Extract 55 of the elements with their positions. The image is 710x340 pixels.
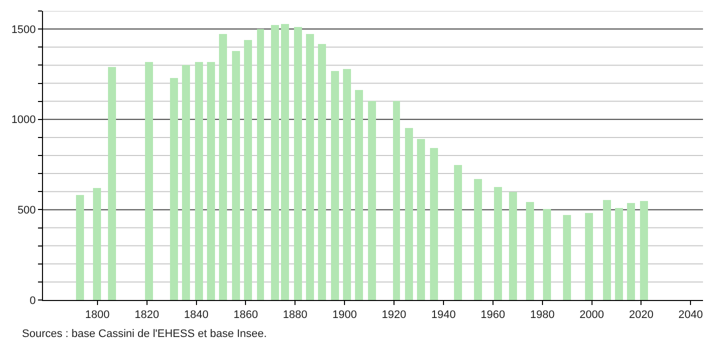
x-tick-label: 1840 [184, 309, 208, 322]
bar [207, 62, 215, 300]
x-tick-label: 1900 [332, 309, 357, 322]
x-tick-label: 1940 [431, 309, 456, 322]
bar [306, 34, 314, 300]
bar [474, 179, 482, 300]
bar [195, 62, 203, 300]
bar [417, 139, 425, 300]
x-tick-label: 1980 [530, 309, 555, 322]
bar [603, 200, 611, 300]
bar [543, 209, 551, 300]
bar [343, 69, 351, 300]
x-tick-label: 1820 [134, 309, 160, 322]
bar [563, 215, 571, 300]
bar [108, 67, 116, 300]
x-tick-label: 2040 [678, 309, 703, 322]
bar [627, 203, 635, 300]
bar [271, 25, 279, 300]
bar [281, 24, 289, 300]
y-tick-label: 1000 [11, 114, 36, 126]
x-tick-label: 1880 [282, 309, 308, 322]
x-tick-label: 1860 [233, 309, 258, 322]
bar [318, 44, 326, 300]
bar [257, 29, 264, 300]
x-tick-label: 1960 [480, 309, 506, 322]
bar [509, 192, 517, 300]
bar [355, 90, 363, 300]
y-tick-label: 1500 [11, 24, 36, 36]
bar [640, 201, 648, 300]
bar [430, 148, 438, 300]
bar [615, 208, 623, 300]
bar [219, 34, 227, 300]
x-tick-label: 2000 [580, 309, 604, 322]
bar [232, 51, 240, 300]
bar [331, 71, 339, 300]
bar [526, 202, 534, 300]
bar [93, 188, 101, 300]
x-tick-label: 1800 [85, 309, 110, 322]
bar [244, 40, 252, 300]
bar [294, 27, 302, 300]
bar [182, 65, 190, 300]
x-tick-label: 2020 [628, 309, 654, 322]
bar [393, 101, 400, 300]
bar [368, 101, 376, 300]
y-tick-label: 500 [17, 204, 36, 217]
bar [76, 195, 84, 300]
x-tick-label: 1920 [382, 309, 406, 322]
bar [145, 62, 153, 300]
y-tick-label: 0 [30, 294, 36, 307]
bar [170, 78, 178, 300]
source-note: Sources : base Cassini de l'EHESS et base Insee. [22, 328, 267, 340]
bar [585, 213, 593, 300]
bar [494, 187, 502, 300]
bar [405, 128, 413, 300]
bar [454, 165, 462, 300]
